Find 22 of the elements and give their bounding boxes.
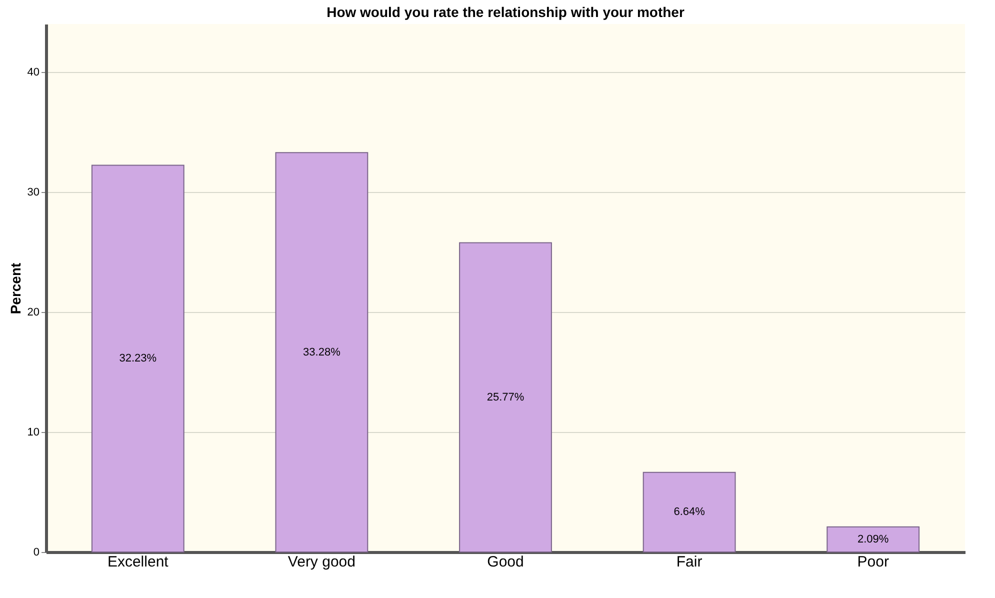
y-axis-title: Percent: [7, 262, 24, 314]
x-tick-label: Excellent: [107, 554, 170, 570]
data-label: 25.77%: [486, 391, 524, 404]
bar: [91, 164, 184, 552]
y-tick-label: 20: [27, 306, 40, 318]
y-tick-label: 0: [33, 546, 40, 558]
bar: [826, 526, 920, 552]
data-label: 32.23%: [119, 352, 157, 365]
data-label: 6.64%: [674, 506, 706, 518]
bar: [459, 242, 552, 552]
bar: [275, 152, 368, 552]
x-tick-label: Fair: [676, 554, 702, 570]
chart-title: How would you rate the relationship with your mother: [326, 4, 685, 20]
x-tick-label: Poor: [857, 554, 889, 570]
x-tick-label: Good: [487, 554, 524, 570]
y-tick-label: 10: [27, 426, 40, 438]
data-label: 33.28%: [303, 346, 341, 358]
bar: [642, 472, 736, 552]
y-tick-label: 30: [27, 186, 40, 198]
data-label: 2.09%: [858, 533, 889, 546]
y-tick-label: 40: [27, 66, 40, 78]
x-tick-label: Very good: [288, 554, 356, 570]
